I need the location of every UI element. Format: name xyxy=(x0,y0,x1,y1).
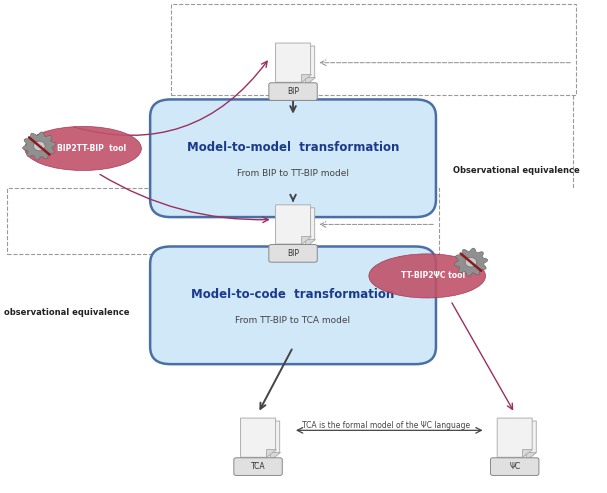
Text: TCA is the formal model of the ΨC language: TCA is the formal model of the ΨC langua… xyxy=(302,421,470,430)
FancyBboxPatch shape xyxy=(234,458,282,475)
Text: ΨC: ΨC xyxy=(509,462,520,471)
FancyBboxPatch shape xyxy=(269,83,317,101)
Text: TCA: TCA xyxy=(251,462,265,471)
Text: Model-to-code  transformation: Model-to-code transformation xyxy=(191,288,395,301)
Polygon shape xyxy=(240,418,276,458)
Text: observational equivalence: observational equivalence xyxy=(4,308,130,317)
Polygon shape xyxy=(266,449,276,458)
FancyBboxPatch shape xyxy=(490,458,539,475)
Ellipse shape xyxy=(369,254,486,298)
Polygon shape xyxy=(270,452,280,460)
FancyBboxPatch shape xyxy=(269,245,317,262)
Polygon shape xyxy=(22,132,56,160)
Text: Model-to-model  transformation: Model-to-model transformation xyxy=(187,141,399,154)
Polygon shape xyxy=(454,248,487,276)
Polygon shape xyxy=(280,46,314,85)
Text: BIP: BIP xyxy=(287,87,299,96)
Polygon shape xyxy=(276,43,311,82)
Polygon shape xyxy=(280,208,314,247)
Polygon shape xyxy=(501,421,537,460)
Text: Observational equivalence: Observational equivalence xyxy=(453,166,580,175)
Text: BIP2TT-BIP  tool: BIP2TT-BIP tool xyxy=(57,144,126,153)
Circle shape xyxy=(465,257,476,267)
Polygon shape xyxy=(305,239,314,247)
Text: BIP: BIP xyxy=(287,249,299,258)
Polygon shape xyxy=(276,205,311,244)
Polygon shape xyxy=(300,236,311,244)
Text: From BIP to TT-BIP model: From BIP to TT-BIP model xyxy=(237,169,349,178)
FancyBboxPatch shape xyxy=(150,100,436,217)
Polygon shape xyxy=(300,74,311,82)
Polygon shape xyxy=(526,452,537,460)
Polygon shape xyxy=(245,421,280,460)
Ellipse shape xyxy=(25,126,141,171)
FancyBboxPatch shape xyxy=(150,246,436,364)
Polygon shape xyxy=(497,418,532,458)
Text: TT-BIP2ΨC tool: TT-BIP2ΨC tool xyxy=(401,272,465,281)
Text: From TT-BIP to TCA model: From TT-BIP to TCA model xyxy=(236,316,351,325)
Circle shape xyxy=(33,141,45,151)
Polygon shape xyxy=(523,449,532,458)
Polygon shape xyxy=(305,77,314,85)
